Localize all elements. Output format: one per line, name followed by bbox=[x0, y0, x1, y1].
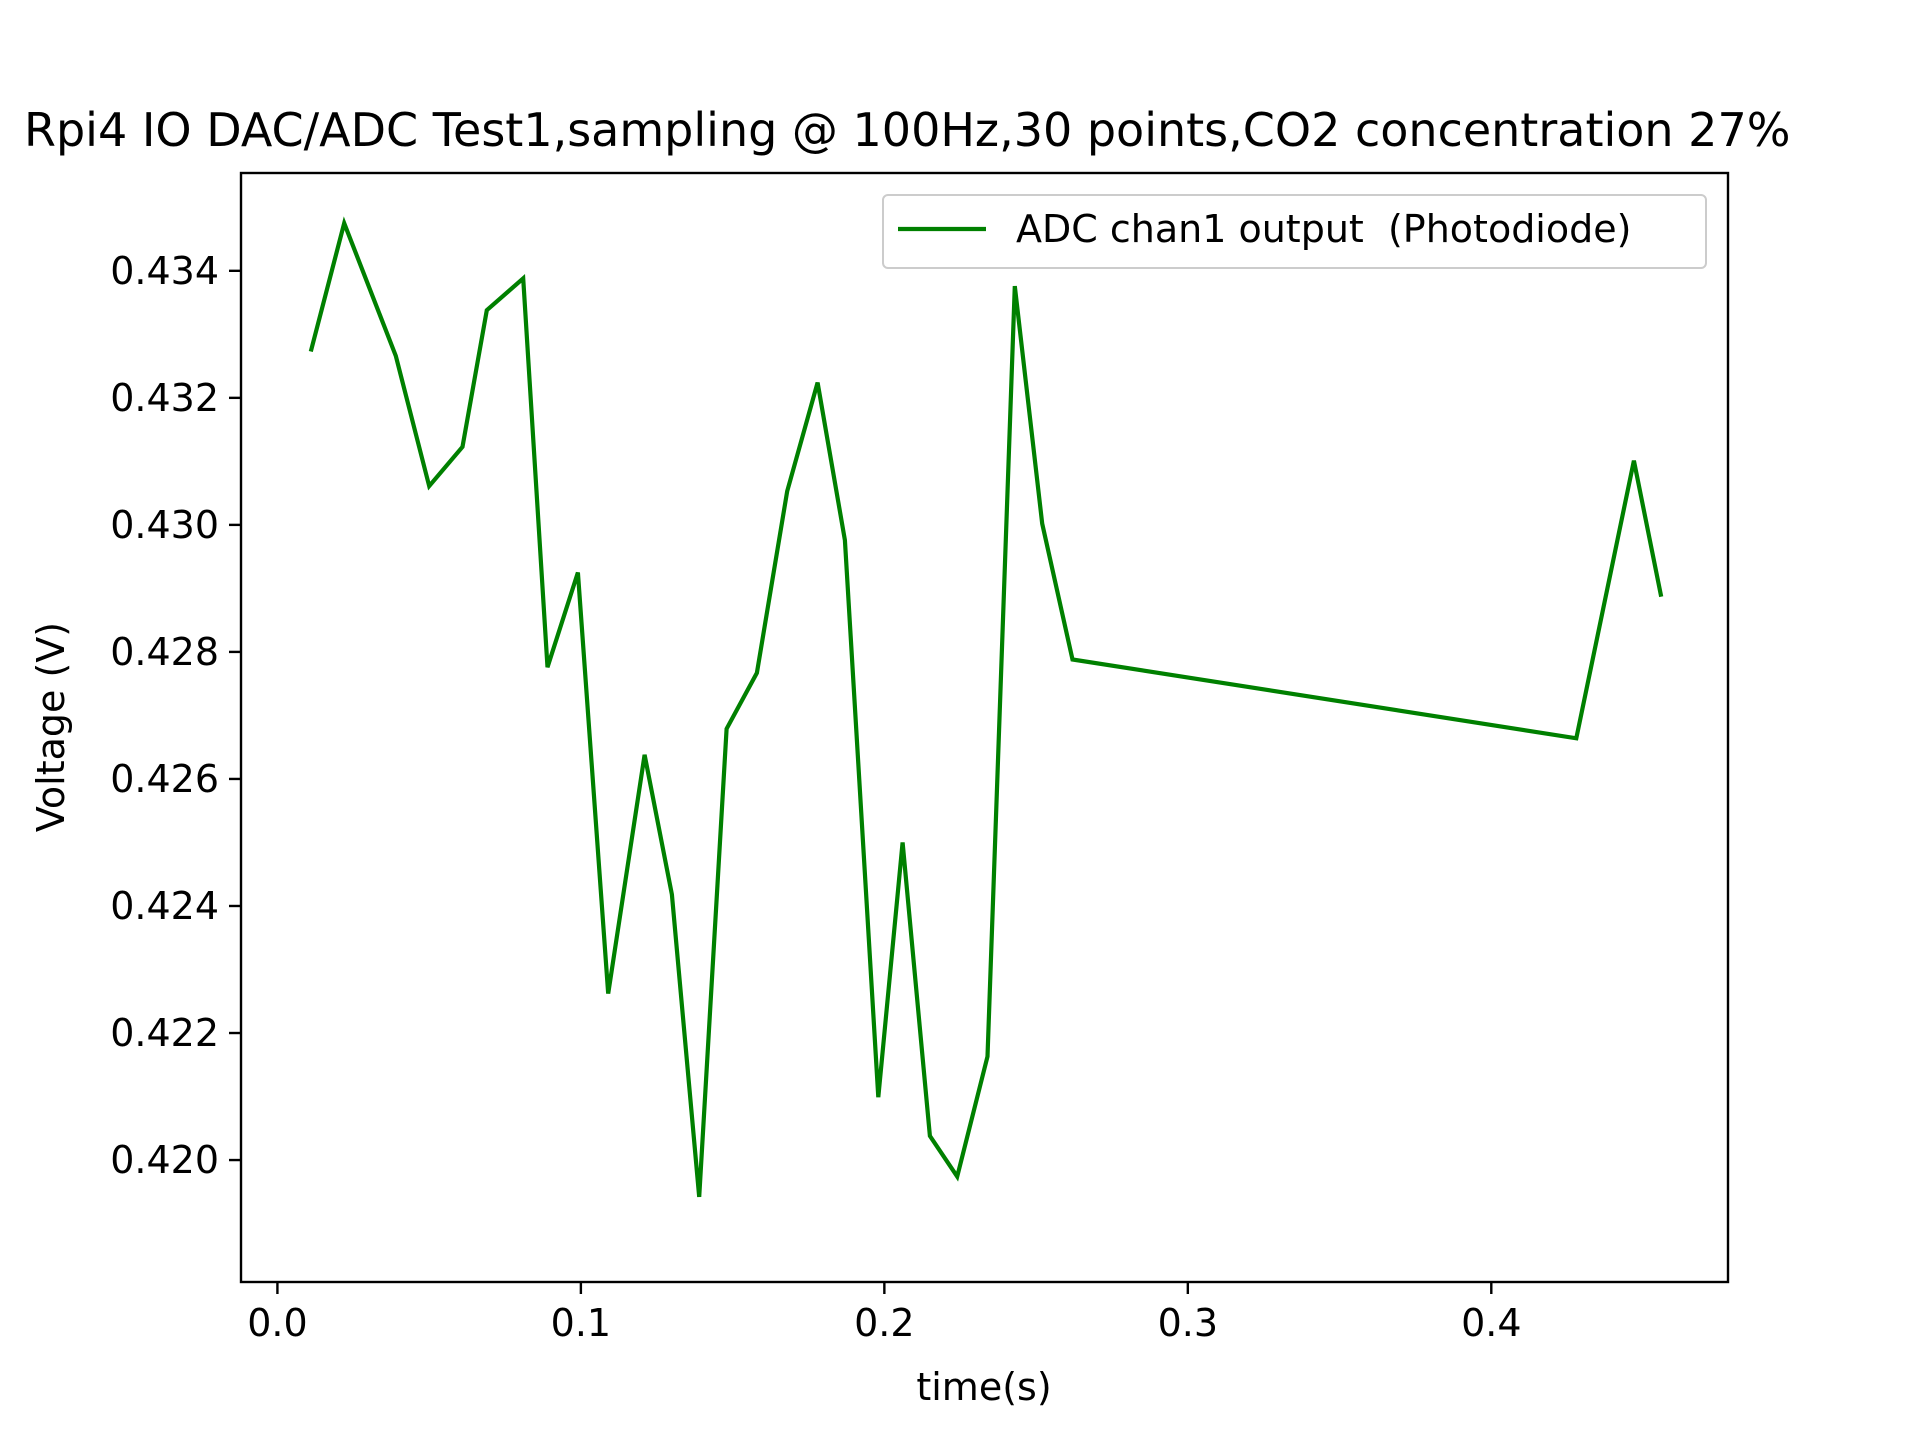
data-point bbox=[523, 278, 524, 279]
y-tick-label: 0.432 bbox=[110, 376, 219, 420]
y-tick-label: 0.424 bbox=[110, 884, 219, 928]
data-point bbox=[644, 754, 645, 755]
x-tick-label: 0.3 bbox=[1158, 1301, 1218, 1345]
legend: ADC chan1 output (Photodiode) bbox=[882, 194, 1707, 269]
series-layer bbox=[308, 216, 1664, 1198]
data-point bbox=[756, 672, 757, 673]
data-point bbox=[1633, 460, 1634, 461]
x-axis: 0.0 0.1 0.2 0.3 0.4 bbox=[247, 1282, 1522, 1345]
series-line bbox=[308, 216, 1664, 1198]
y-tick-label: 0.422 bbox=[110, 1011, 219, 1055]
data-point bbox=[699, 1196, 700, 1197]
y-tick-label: 0.426 bbox=[110, 757, 219, 801]
data-point bbox=[902, 842, 903, 843]
y-axis: 0.420 0.422 0.424 0.426 0.428 0.430 0.432 0.434 bbox=[110, 249, 241, 1182]
x-tick-label: 0.2 bbox=[854, 1301, 914, 1345]
data-point bbox=[429, 486, 430, 487]
data-point bbox=[878, 1097, 879, 1098]
data-point bbox=[929, 1135, 930, 1136]
data-point bbox=[987, 1056, 988, 1057]
data-point bbox=[462, 446, 463, 447]
data-point bbox=[1042, 523, 1043, 524]
y-axis-label: Voltage (V) bbox=[29, 622, 73, 832]
plot-area bbox=[239, 171, 1730, 1284]
legend-box bbox=[882, 194, 1707, 269]
data-point bbox=[547, 667, 548, 668]
data-point bbox=[787, 491, 788, 492]
chart-title: Rpi4 IO DAC/ADC Test1,sampling @ 100Hz,3… bbox=[24, 103, 1790, 157]
x-tick-label: 0.0 bbox=[247, 1301, 307, 1345]
data-point bbox=[844, 540, 845, 541]
legend-label: ADC chan1 output (Photodiode) bbox=[1016, 207, 1631, 251]
x-tick-label: 0.4 bbox=[1461, 1301, 1521, 1345]
data-point bbox=[1014, 286, 1015, 287]
y-tick-label: 0.430 bbox=[110, 503, 219, 547]
y-tick-label: 0.420 bbox=[110, 1138, 219, 1182]
data-point bbox=[486, 310, 487, 311]
data-point bbox=[671, 894, 672, 895]
data-point bbox=[577, 572, 578, 573]
data-point bbox=[608, 993, 609, 994]
data-point bbox=[957, 1176, 958, 1177]
y-tick-label: 0.434 bbox=[110, 249, 219, 293]
data-point bbox=[1661, 596, 1662, 597]
data-point bbox=[1576, 738, 1577, 739]
data-point bbox=[726, 728, 727, 729]
y-tick-label: 0.428 bbox=[110, 630, 219, 674]
x-tick-label: 0.1 bbox=[551, 1301, 611, 1345]
data-point bbox=[344, 223, 345, 224]
x-axis-label: time(s) bbox=[916, 1365, 1051, 1409]
data-point bbox=[817, 382, 818, 383]
data-point bbox=[395, 355, 396, 356]
data-point bbox=[310, 351, 311, 352]
data-point bbox=[1072, 659, 1073, 660]
